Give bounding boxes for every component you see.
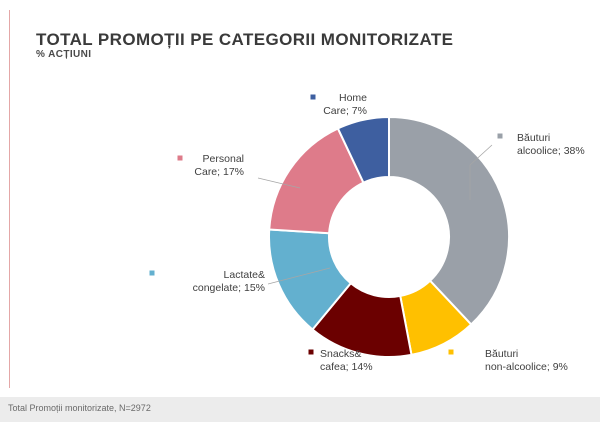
data-label-personal-care: Personal Care; 17% (194, 153, 244, 178)
legend-marker-lactate-congelate (149, 270, 155, 276)
slice-personal-care (268, 127, 365, 235)
left-accent-rule (9, 10, 10, 388)
leader-line-băuturi-alcoolice (469, 144, 493, 200)
legend-marker-snacks-cafea (308, 349, 314, 355)
donut-chart: Băuturi alcoolice; 38% Băuturi non-alcoolic… (149, 92, 585, 373)
footer-bar: Total Promoții monitorizate, N=2972 (0, 397, 600, 422)
data-label-home-care: Home Care; 7% (323, 92, 367, 117)
data-label-băuturi-alcoolice: Băuturi alcoolice; 38% (517, 132, 585, 157)
legend-marker-home-care (310, 94, 316, 100)
leader-line-personal-care (257, 177, 301, 189)
leader-line-lactate-congelate (267, 267, 331, 285)
legend-marker-băuturi-non-alcoolice (448, 349, 454, 355)
footer-note: Total Promoții monitorizate, N=2972 (8, 403, 151, 413)
chart-subtitle: % ACȚIUNI (36, 49, 92, 60)
slice-băuturi-alcoolice (388, 115, 510, 326)
data-label-lactate-congelate: Lactate& congelate; 15% (193, 269, 265, 294)
legend-marker-personal-care (177, 155, 183, 161)
data-label-snacks-cafea: Snacks& cafea; 14% (320, 348, 373, 373)
slice-home-care (336, 115, 390, 185)
chart-title: TOTAL PROMOȚII PE CATEGORII MONITORIZATE (36, 30, 454, 49)
data-label-băuturi-non-alcoolice: Băuturi non-alcoolice; 9% (485, 348, 568, 373)
legend-marker-băuturi-alcoolice (497, 133, 503, 139)
